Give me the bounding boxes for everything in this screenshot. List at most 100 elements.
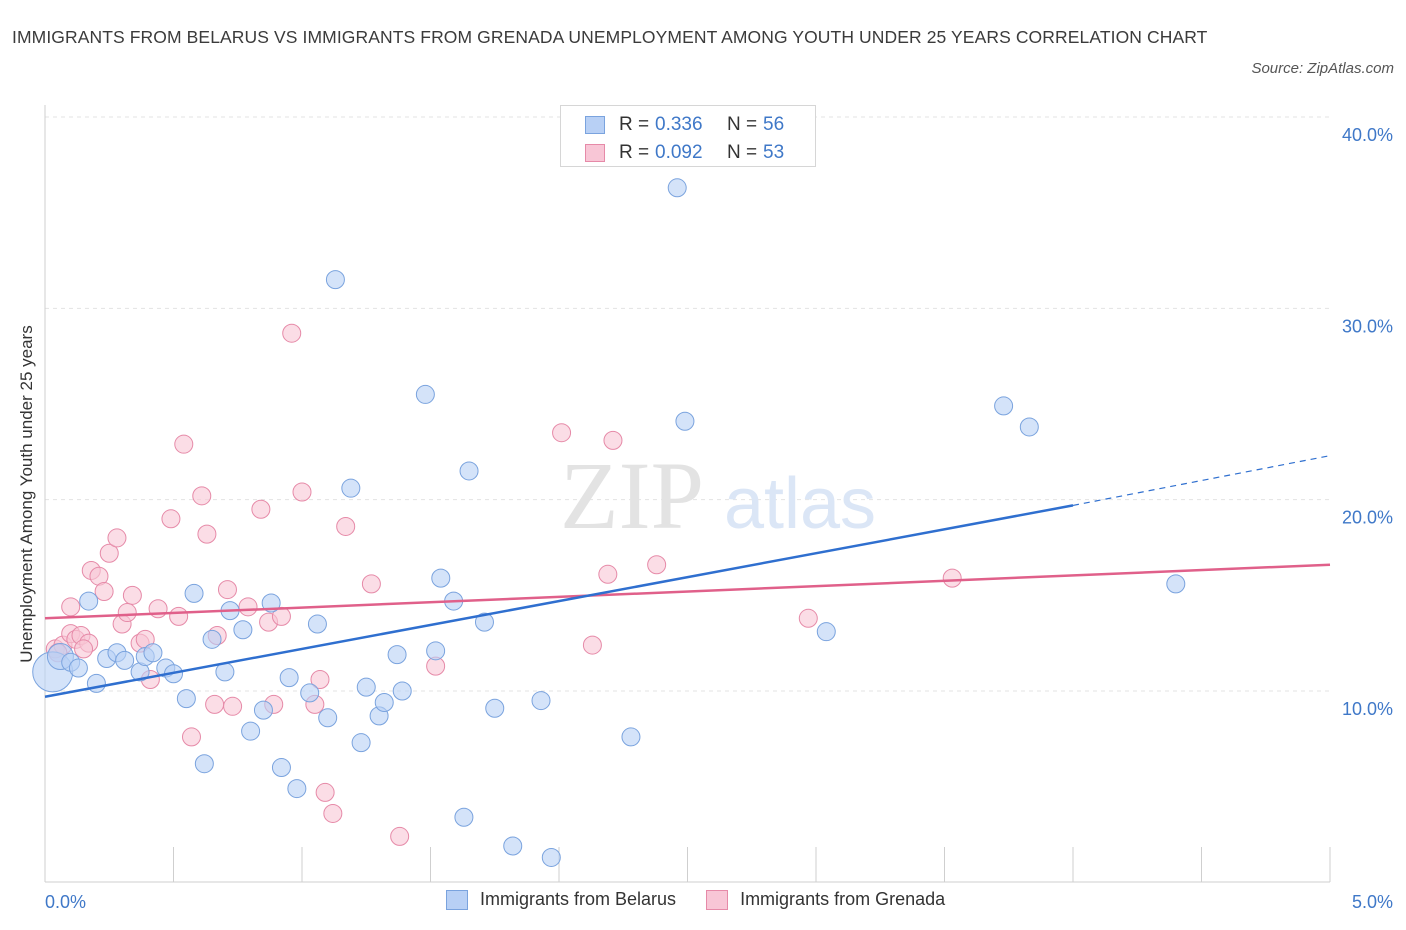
- belarus-point: [474, 612, 494, 632]
- grenada-point: [552, 423, 572, 443]
- grenada-point: [390, 826, 410, 846]
- x-tick-label-max: 5.0%: [1352, 892, 1393, 912]
- correlation-legend: R = 0.336 N = 56 R = 0.092 N = 53: [560, 105, 816, 167]
- x-tick-label-min: 0.0%: [45, 892, 86, 912]
- belarus-point: [1019, 417, 1039, 437]
- legend-swatch-grenada: [706, 889, 729, 910]
- grenada-point: [292, 482, 312, 502]
- belarus-point: [79, 591, 99, 611]
- belarus-point: [503, 836, 523, 856]
- belarus-point: [143, 643, 163, 663]
- legend-label-belarus: Immigrants from Belarus: [480, 889, 677, 909]
- grenada-point: [251, 499, 271, 519]
- belarus-point: [241, 721, 261, 741]
- legend-swatch-belarus: [585, 116, 605, 134]
- watermark-atlas: atlas: [724, 464, 876, 544]
- belarus-point: [426, 641, 446, 661]
- belarus-point: [86, 673, 106, 693]
- grenada-point: [942, 568, 962, 588]
- grenada-point: [174, 434, 194, 454]
- grenada-point: [336, 516, 356, 536]
- tick-labels: 10.0% 20.0% 30.0% 40.0% 0.0% 5.0%: [45, 125, 1393, 912]
- y-tick-label: 40.0%: [1342, 125, 1393, 145]
- legend-row-grenada: R = 0.092 N = 53: [585, 139, 784, 167]
- legend-swatch-grenada: [585, 144, 605, 162]
- legend-n-value-belarus: 56: [763, 114, 785, 135]
- belarus-point: [541, 847, 561, 867]
- belarus-point: [341, 478, 361, 498]
- watermark: ZIP atlas: [560, 442, 876, 549]
- belarus-point: [816, 622, 836, 642]
- belarus-point: [374, 692, 394, 712]
- chart-title: IMMIGRANTS FROM BELARUS VS IMMIGRANTS FR…: [12, 27, 1208, 47]
- belarus-point: [392, 681, 412, 701]
- belarus-point: [202, 629, 222, 649]
- belarus-point: [356, 677, 376, 697]
- grenada-point: [647, 555, 667, 575]
- belarus-point: [667, 178, 687, 198]
- grenada-point: [169, 606, 189, 626]
- belarus-point: [307, 614, 327, 634]
- belarus-point: [253, 700, 273, 720]
- series-belarus-points: [32, 178, 1186, 867]
- grenada-point: [582, 635, 602, 655]
- grenada-point: [107, 528, 127, 548]
- legend-r-label: R =: [619, 114, 650, 135]
- belarus-point: [279, 668, 299, 688]
- belarus-point: [318, 708, 338, 728]
- trend-lines: [44, 455, 1331, 698]
- y-tick-label: 30.0%: [1342, 316, 1393, 336]
- belarus-point: [176, 689, 196, 709]
- belarus-point: [68, 658, 88, 678]
- belarus-point: [531, 691, 551, 711]
- grenada-point: [223, 696, 243, 716]
- grenada-point: [117, 603, 137, 623]
- grenada-trend-line: [44, 563, 1331, 620]
- grenada-point: [192, 486, 212, 506]
- belarus-trend-line: [44, 504, 1074, 698]
- grenada-point: [315, 782, 335, 802]
- y-axis-title: Unemployment Among Youth under 25 years: [17, 325, 36, 663]
- belarus-point: [194, 754, 214, 774]
- grenada-point: [205, 694, 225, 714]
- grenada-point: [323, 803, 343, 823]
- belarus-point: [1166, 574, 1186, 594]
- axes: [44, 105, 1331, 883]
- belarus-point: [351, 733, 371, 753]
- grenada-point: [181, 727, 201, 747]
- legend-r-value-belarus: 0.336: [655, 114, 703, 135]
- source-label: Source: ZipAtlas.com: [1251, 60, 1394, 77]
- belarus-point: [454, 807, 474, 827]
- legend-item-belarus[interactable]: Immigrants from Belarus: [446, 889, 676, 910]
- belarus-point: [485, 698, 505, 718]
- legend-r-label: R =: [619, 142, 650, 163]
- legend-row-belarus: R = 0.336 N = 56: [585, 111, 784, 139]
- grenada-point: [798, 608, 818, 628]
- belarus-point: [300, 683, 320, 703]
- legend-swatch-belarus: [446, 889, 468, 910]
- grenada-point: [603, 430, 623, 450]
- legend-item-grenada[interactable]: Immigrants from Grenada: [706, 889, 945, 910]
- y-tick-label: 10.0%: [1342, 699, 1393, 719]
- grenada-point: [94, 582, 114, 602]
- grenada-point: [217, 580, 237, 600]
- y-tick-label: 20.0%: [1342, 508, 1393, 528]
- belarus-trend-extension: [1072, 455, 1331, 506]
- belarus-point: [431, 568, 451, 588]
- gridlines: [45, 116, 1330, 692]
- belarus-point: [415, 384, 435, 404]
- legend-label-grenada: Immigrants from Grenada: [740, 889, 946, 909]
- grenada-point: [238, 597, 258, 617]
- grenada-point: [282, 323, 302, 343]
- belarus-point: [994, 396, 1014, 416]
- belarus-point: [675, 411, 695, 431]
- grenada-point: [598, 564, 618, 584]
- belarus-point: [233, 620, 253, 640]
- watermark-zip: ZIP: [560, 442, 704, 549]
- legend-n-value-grenada: 53: [763, 142, 785, 163]
- belarus-point: [184, 583, 204, 603]
- belarus-point: [621, 727, 641, 747]
- legend-n-label: N =: [727, 142, 758, 163]
- series-legend: Immigrants from Belarus Immigrants from …: [446, 889, 975, 910]
